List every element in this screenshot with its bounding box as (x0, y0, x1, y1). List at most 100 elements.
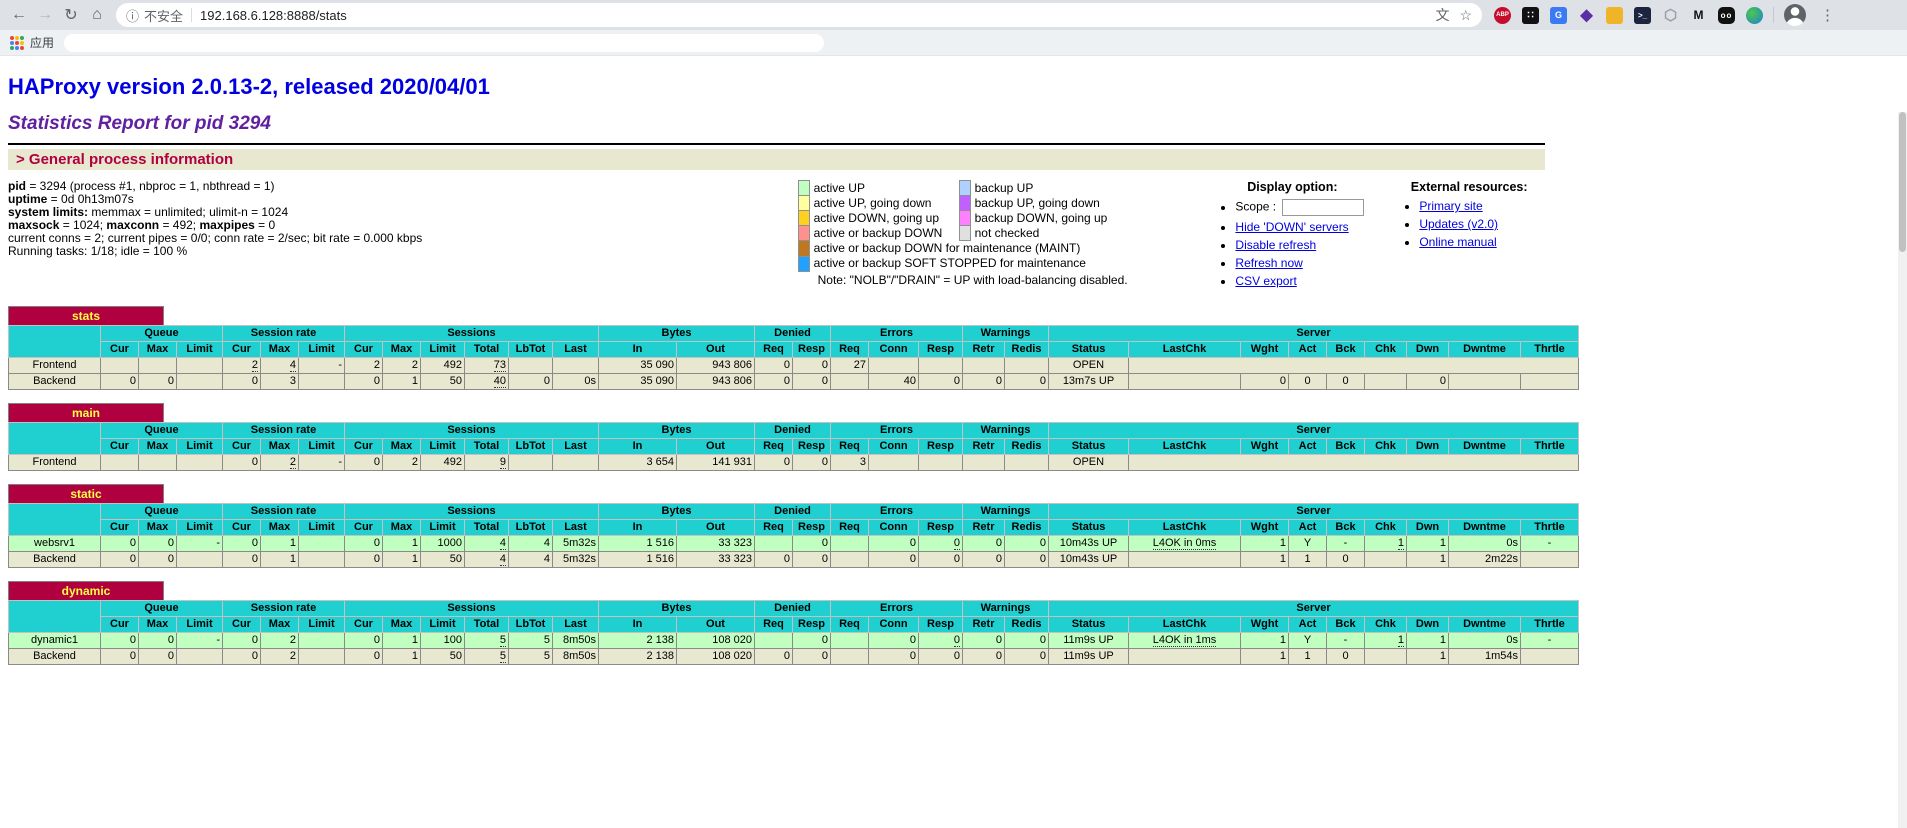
toolbar-divider (1773, 7, 1774, 23)
mask-extension-icon[interactable]: oo (1718, 6, 1735, 24)
stat-cell: 0 (868, 648, 919, 665)
stat-cell: 35 090 (598, 373, 677, 390)
extensions-row: ABP ∷ G ◆ >_ ⬡ M oo (1494, 6, 1763, 24)
stat-cell: 0s (552, 373, 599, 390)
translator-extension-icon[interactable]: G (1550, 6, 1567, 24)
column-group-header: Warnings (962, 503, 1049, 520)
bookmarks-bar-pill[interactable] (64, 33, 825, 52)
info-icon[interactable]: ⓘ (126, 8, 140, 24)
legend-swatch (797, 180, 810, 196)
scope-input[interactable] (1282, 199, 1365, 216)
stat-cell: 27 (830, 357, 869, 374)
scrollbar-thumb[interactable] (1899, 112, 1906, 252)
refresh-now-item: Refresh now (1235, 256, 1375, 270)
table-row-websrv1: websrv1 0 0-0 1 0 1 1000 4 4 5m32s 1 516 33 323 0 0 0 0… (8, 535, 1579, 552)
address-bar[interactable]: ⓘ 不安全 192.168.6.128:8888/stats 文 ☆ (116, 3, 1482, 27)
stat-cell: 492 (420, 357, 465, 374)
column-header: In (598, 519, 677, 536)
column-header: Redis (1004, 519, 1049, 536)
stat-cell (868, 454, 919, 471)
column-group-header: Warnings (962, 422, 1049, 439)
column-header: Req (754, 341, 793, 358)
column-header: Limit (298, 519, 345, 536)
column-header: Redis (1004, 438, 1049, 455)
disable-refresh-link[interactable]: Disable refresh (1235, 238, 1317, 252)
apps-label[interactable]: 应用 (30, 36, 55, 50)
grid-extension-icon[interactable]: ∷ (1522, 6, 1539, 24)
legend-swatch (797, 195, 810, 211)
stat-cell: 2 138 (598, 648, 677, 665)
translate-icon[interactable]: 文 (1435, 7, 1450, 23)
stat-cell (754, 535, 793, 552)
stat-cell: 100 (420, 632, 465, 649)
csv-export-link[interactable]: CSV export (1235, 274, 1297, 288)
stat-cell: 1 (1240, 551, 1289, 568)
column-header: Status (1048, 616, 1129, 633)
proxy-name-link[interactable]: dynamic (8, 581, 164, 600)
stat-cell: 0 (344, 454, 383, 471)
stat-cell: 0 (222, 632, 261, 649)
column-header: Max (260, 438, 299, 455)
stat-cell: 1 (1406, 535, 1449, 552)
stat-cell: 0 (1004, 632, 1049, 649)
column-group-header: Sessions (344, 422, 599, 439)
cat-extension-icon[interactable] (1606, 6, 1623, 24)
column-header: Chk (1364, 616, 1407, 633)
hide-down-servers-item: Hide 'DOWN' servers (1235, 220, 1375, 234)
adblock-extension-icon[interactable]: ABP (1494, 6, 1511, 24)
back-icon[interactable]: ← (11, 6, 27, 23)
stat-value: 4 (289, 359, 296, 372)
terminal-extension-icon[interactable]: >_ (1634, 6, 1651, 24)
hexagon-extension-icon[interactable]: ⬡ (1663, 7, 1678, 24)
primary-site-link[interactable]: Primary site (1419, 199, 1483, 213)
column-header: Bck (1326, 438, 1365, 455)
stat-cell: 0 (754, 373, 793, 390)
apps-grid-icon[interactable] (10, 35, 24, 50)
url-text: 192.168.6.128:8888/stats (200, 7, 347, 23)
column-group-header: Warnings (962, 325, 1049, 342)
proxy-name-link[interactable]: stats (8, 306, 164, 325)
stat-cell: OPEN (1048, 357, 1129, 374)
column-header: Cur (344, 438, 383, 455)
proxy-row-name: Frontend (8, 454, 101, 471)
mail-extension-icon[interactable]: M (1693, 8, 1704, 22)
column-header: Redis (1004, 616, 1049, 633)
home-icon[interactable]: ⌂ (92, 6, 102, 23)
page-scrollbar[interactable] (1898, 112, 1907, 828)
stat-cell (830, 535, 869, 552)
proxy-name-link[interactable]: static (8, 484, 164, 503)
column-header: Out (676, 341, 755, 358)
proxy-name-link[interactable]: main (8, 403, 164, 422)
column-header: LastChk (1128, 341, 1241, 358)
online-manual-link[interactable]: Online manual (1419, 235, 1497, 249)
stat-cell: 0 (868, 535, 919, 552)
column-header: Wght (1240, 616, 1289, 633)
browser-menu-icon[interactable]: ⋮ (1820, 7, 1835, 24)
bookmark-star-icon[interactable]: ☆ (1459, 6, 1472, 23)
stat-cell: 0 (792, 373, 831, 390)
refresh-now-link[interactable]: Refresh now (1235, 256, 1303, 270)
column-header: Conn (868, 438, 919, 455)
column-header: Act (1288, 341, 1327, 358)
updates-link[interactable]: Updates (v2.0) (1419, 217, 1499, 231)
idm-extension-icon[interactable] (1746, 6, 1763, 24)
column-header: LbTot (508, 438, 553, 455)
hide-down-servers-link[interactable]: Hide 'DOWN' servers (1235, 220, 1349, 234)
proxy-row-name: Backend (8, 648, 101, 665)
forward-icon[interactable]: → (37, 6, 53, 23)
proxy-section-static: static Queue Session rate Sessions Bytes Deni… (8, 484, 1899, 568)
legend-label: active UP (813, 180, 865, 195)
column-header: Req (754, 438, 793, 455)
reload-icon[interactable]: ↻ (64, 7, 78, 24)
stat-cell: 0 (918, 535, 963, 552)
stat-cell: Y (1288, 535, 1327, 552)
profile-avatar[interactable] (1784, 4, 1806, 26)
diamond-extension-icon[interactable]: ◆ (1580, 7, 1593, 24)
legend-label: active or backup DOWN (813, 225, 943, 240)
stat-cell (298, 373, 345, 390)
column-header: Resp (792, 341, 831, 358)
haproxy-version-link[interactable]: HAProxy version 2.0.13-2, released 2020/… (8, 74, 490, 99)
stat-cell: 0 (1288, 373, 1327, 390)
column-header: LastChk (1128, 519, 1241, 536)
stat-cell (1520, 373, 1579, 390)
